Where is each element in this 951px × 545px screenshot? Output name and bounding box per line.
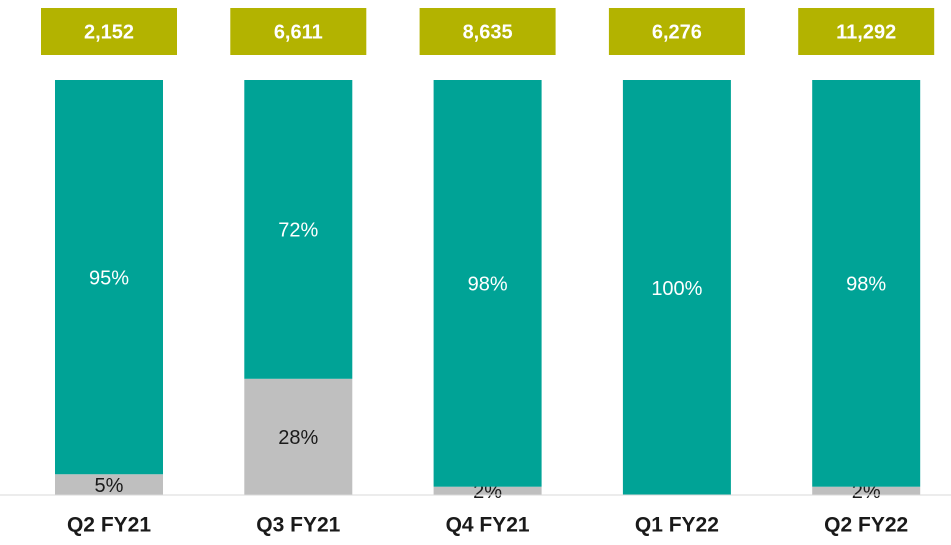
bar-segment: [433, 486, 542, 495]
bar-segment: [433, 80, 542, 487]
total-box: [608, 8, 745, 55]
total-label: 11,292: [836, 21, 896, 43]
bar-segment: [812, 486, 921, 495]
bar-segment: [244, 378, 353, 495]
total-label: 6,611: [274, 21, 323, 43]
bar-segment: [244, 80, 353, 379]
total-box: [41, 8, 177, 55]
bar-segment: [622, 80, 731, 495]
x-tick-label: Q1 FY22: [635, 514, 719, 537]
total-box: [230, 8, 367, 55]
x-tick-label: Q4 FY21: [446, 514, 530, 537]
bar-segment: [812, 80, 921, 487]
data-label: 72%: [278, 220, 318, 242]
total-label: 6,276: [652, 21, 702, 43]
total-label: 8,635: [463, 21, 513, 43]
data-label: 98%: [846, 274, 886, 296]
data-label: 28%: [278, 427, 318, 449]
total-box: [419, 8, 556, 55]
x-tick-label: Q2 FY22: [824, 514, 908, 537]
x-tick-label: Q2 FY21: [67, 514, 151, 537]
data-label: 5%: [95, 475, 124, 497]
data-label: 100%: [651, 278, 702, 300]
bar-segment: [55, 474, 163, 495]
bar-segment: [55, 80, 163, 475]
total-label: 2,152: [84, 21, 134, 43]
data-label: 95%: [89, 267, 129, 289]
data-label: 98%: [468, 274, 508, 296]
x-tick-label: Q3 FY21: [256, 514, 340, 537]
total-box: [798, 8, 935, 55]
